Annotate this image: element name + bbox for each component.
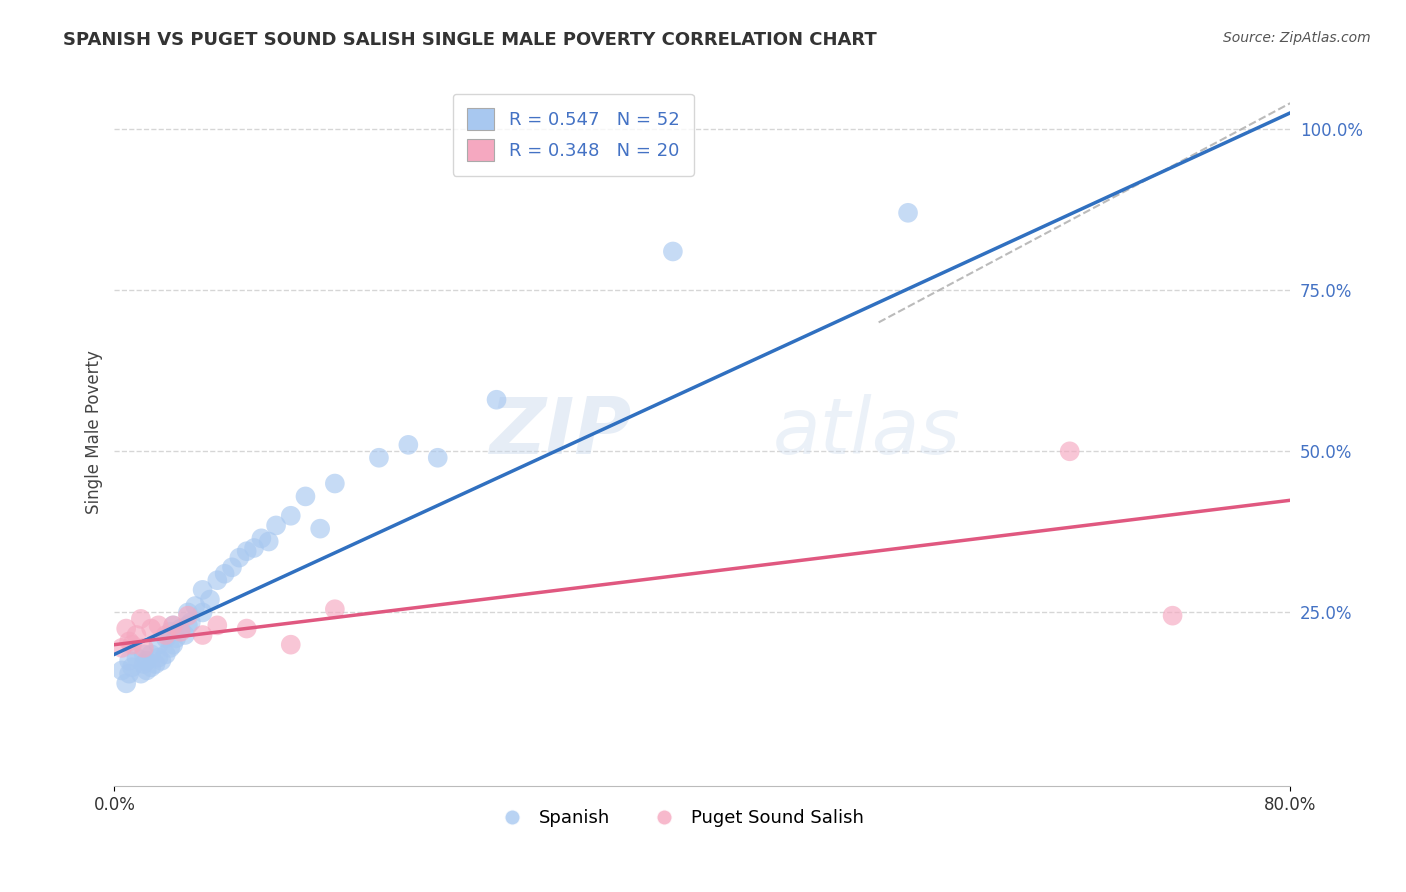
Point	[177, 608, 200, 623]
Point	[118, 654, 141, 668]
Point	[165, 632, 187, 646]
Point	[125, 628, 148, 642]
Point	[174, 628, 197, 642]
Point	[309, 522, 332, 536]
Point	[264, 518, 287, 533]
Point	[162, 638, 184, 652]
Point	[115, 676, 138, 690]
Point	[184, 599, 207, 613]
Point	[250, 531, 273, 545]
Point	[132, 657, 155, 671]
Point	[323, 476, 346, 491]
Point	[368, 450, 391, 465]
Point	[280, 508, 302, 523]
Point	[132, 648, 155, 662]
Point	[396, 438, 419, 452]
Point	[207, 573, 229, 587]
Text: ZIP: ZIP	[489, 394, 631, 470]
Y-axis label: Single Male Poverty: Single Male Poverty	[86, 350, 103, 514]
Point	[135, 664, 157, 678]
Point	[118, 634, 141, 648]
Point	[121, 660, 143, 674]
Point	[132, 640, 155, 655]
Point	[141, 622, 163, 636]
Point	[111, 640, 134, 655]
Legend: Spanish, Puget Sound Salish: Spanish, Puget Sound Salish	[486, 802, 872, 834]
Point	[135, 654, 157, 668]
Point	[214, 566, 236, 581]
Point	[121, 638, 143, 652]
Point	[155, 632, 177, 646]
Point	[129, 666, 152, 681]
Point	[221, 560, 243, 574]
Point	[228, 550, 250, 565]
Point	[294, 490, 316, 504]
Point	[191, 628, 214, 642]
Point	[148, 618, 170, 632]
Point	[150, 654, 173, 668]
Point	[191, 582, 214, 597]
Point	[235, 622, 257, 636]
Point	[125, 650, 148, 665]
Point	[1161, 608, 1184, 623]
Point	[115, 622, 138, 636]
Point	[257, 534, 280, 549]
Point	[243, 541, 266, 555]
Point	[191, 606, 214, 620]
Point	[159, 624, 181, 639]
Point	[177, 618, 200, 632]
Point	[1059, 444, 1081, 458]
Point	[235, 544, 257, 558]
Text: atlas: atlas	[773, 394, 960, 470]
Point	[111, 664, 134, 678]
Point	[148, 650, 170, 665]
Point	[169, 624, 191, 639]
Point	[426, 450, 449, 465]
Point	[141, 648, 163, 662]
Point	[129, 612, 152, 626]
Point	[155, 648, 177, 662]
Point	[169, 622, 191, 636]
Point	[118, 666, 141, 681]
Point	[897, 206, 920, 220]
Point	[198, 592, 221, 607]
Point	[141, 660, 163, 674]
Text: SPANISH VS PUGET SOUND SALISH SINGLE MALE POVERTY CORRELATION CHART: SPANISH VS PUGET SOUND SALISH SINGLE MAL…	[63, 31, 877, 49]
Point	[162, 618, 184, 632]
Point	[662, 244, 685, 259]
Point	[280, 638, 302, 652]
Point	[207, 618, 229, 632]
Text: Source: ZipAtlas.com: Source: ZipAtlas.com	[1223, 31, 1371, 45]
Point	[148, 638, 170, 652]
Point	[162, 618, 184, 632]
Point	[180, 615, 202, 629]
Point	[177, 606, 200, 620]
Point	[155, 628, 177, 642]
Point	[485, 392, 508, 407]
Point	[323, 602, 346, 616]
Point	[159, 640, 181, 655]
Point	[145, 657, 167, 671]
